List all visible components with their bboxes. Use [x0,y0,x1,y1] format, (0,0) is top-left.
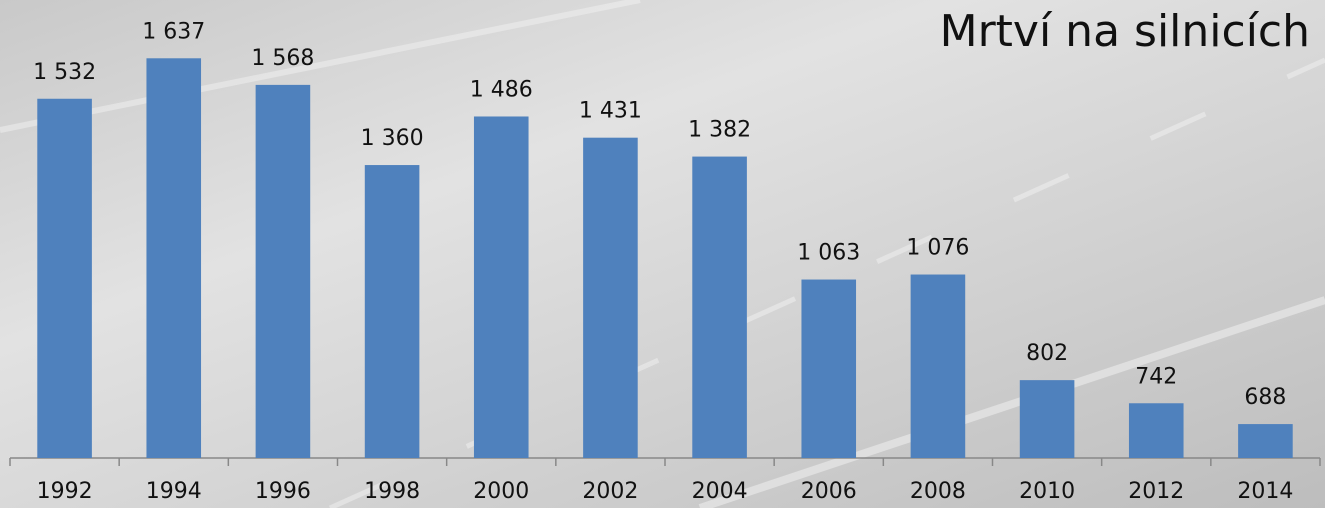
bar [692,156,747,459]
x-tick-label: 1992 [37,479,93,504]
data-label: 742 [1135,364,1177,389]
x-tick-label: 2006 [801,479,857,504]
bar [1019,380,1075,458]
x-tick-label: 1994 [146,479,202,504]
data-label: 688 [1244,385,1286,410]
data-label: 1 076 [906,236,969,261]
road-line [0,0,641,133]
x-tick-label: 2010 [1019,479,1075,504]
x-tick-label: 1996 [255,479,311,504]
data-label: 1 063 [797,241,860,266]
data-label: 1 568 [251,46,314,71]
data-label: 1 360 [361,126,424,151]
data-label: 802 [1026,341,1068,366]
x-tick-label: 2000 [473,479,529,504]
bar [37,98,92,459]
data-label: 1 431 [579,99,642,124]
x-tick-label: 2002 [582,479,638,504]
x-tick-label: 2004 [692,479,748,504]
bar [473,116,529,458]
data-label: 1 637 [142,19,205,44]
road-line [698,296,1325,508]
x-tick-label: 1998 [364,479,420,504]
data-label: 1 532 [33,60,96,85]
x-tick-label: 2012 [1128,479,1184,504]
bar [255,84,311,458]
data-label: 1 382 [688,118,751,143]
x-tick-label: 2008 [910,479,966,504]
bar [910,274,966,458]
bar [1238,424,1293,458]
chart-title: Mrtví na silnicích [940,6,1310,57]
bar [364,165,420,458]
bar [801,279,857,458]
data-label: 1 486 [470,77,533,102]
bar [1128,403,1184,458]
bar [583,137,638,459]
x-tick-label: 2014 [1237,479,1293,504]
bar [146,58,202,459]
